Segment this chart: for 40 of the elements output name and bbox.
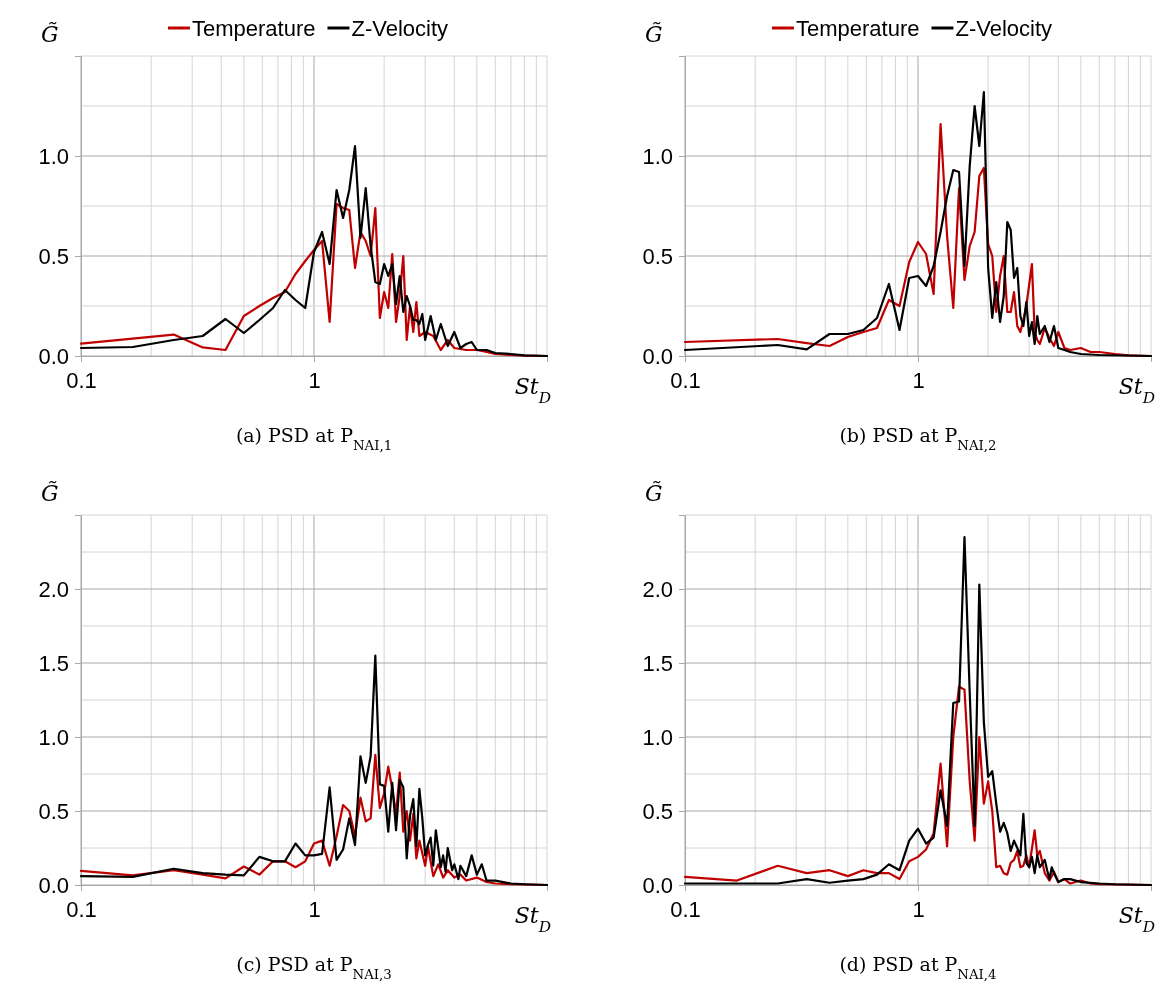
y-tick-label: 0.5 xyxy=(38,243,69,269)
y-tick-label: 2.0 xyxy=(642,576,673,602)
legend-label: Z-Velocity xyxy=(351,16,449,41)
x-tick-label: 1 xyxy=(912,896,925,922)
legend-label: Temperature xyxy=(191,16,316,41)
x-tick-label: 1 xyxy=(308,896,321,922)
y-tick-label: 0.5 xyxy=(38,798,69,824)
y-tick-label: 1.5 xyxy=(642,650,673,676)
y-tick-label: 1.0 xyxy=(38,724,69,750)
legend-label: Temperature xyxy=(795,16,920,41)
y-tick-label: 1.0 xyxy=(642,143,673,169)
y-tick-label: 1.5 xyxy=(38,650,69,676)
y-tick-label: 0.0 xyxy=(642,343,673,369)
text: (c) PSD at P$_{NAI,3}$ xyxy=(236,953,392,982)
y-tick-label: 0.0 xyxy=(38,872,69,898)
x-tick-label: 1 xyxy=(308,367,321,393)
x-axis-title: St$_{D}$ xyxy=(514,374,551,407)
x-tick-label: 1 xyxy=(912,367,925,393)
x-tick-label: 0.1 xyxy=(66,367,97,393)
text: (d) PSD at P$_{NAI,4}$ xyxy=(839,953,997,982)
x-axis-title: St$_{D}$ xyxy=(514,903,551,936)
x-tick-label: 0.1 xyxy=(670,896,701,922)
y-tick-label: 0.5 xyxy=(642,798,673,824)
y-axis-title: G̃ xyxy=(41,480,59,506)
x-axis-title: St$_{D}$ xyxy=(1118,374,1155,407)
y-tick-label: 0.0 xyxy=(642,872,673,898)
text: (b) PSD at P$_{NAI,2}$ xyxy=(839,424,997,453)
y-axis-title: G̃ xyxy=(645,21,663,47)
y-tick-label: 1.0 xyxy=(642,724,673,750)
y-tick-label: 0.5 xyxy=(642,243,673,269)
x-tick-label: 0.1 xyxy=(66,896,97,922)
y-axis-title: G̃ xyxy=(41,21,59,47)
y-axis-title: G̃ xyxy=(645,480,663,506)
y-tick-label: 2.0 xyxy=(38,576,69,602)
legend-label: Z-Velocity xyxy=(955,16,1053,41)
text: (a) PSD at P$_{NAI,1}$ xyxy=(235,424,393,453)
y-tick-label: 1.0 xyxy=(38,143,69,169)
y-tick-label: 0.0 xyxy=(38,343,69,369)
x-tick-label: 0.1 xyxy=(670,367,701,393)
x-axis-title: St$_{D}$ xyxy=(1118,903,1155,936)
